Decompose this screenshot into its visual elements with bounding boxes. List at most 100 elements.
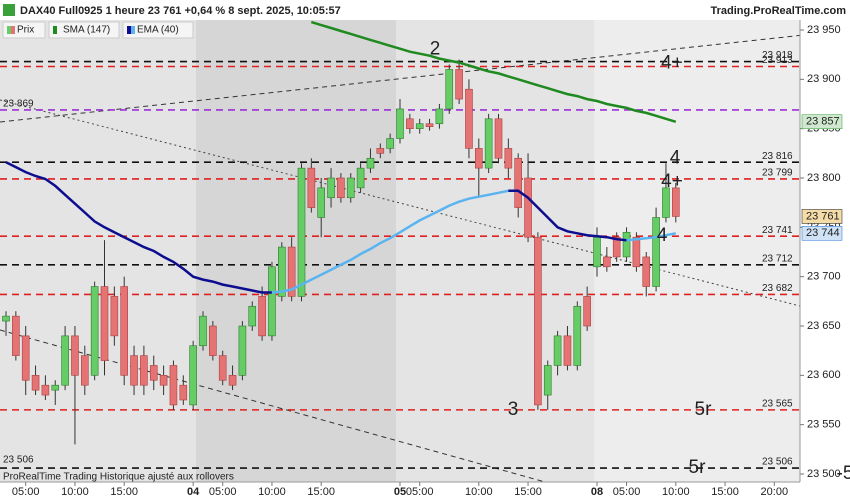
legend-label: EMA (40): [137, 25, 179, 36]
candle-body: [327, 177, 335, 199]
candle-body: [149, 365, 158, 381]
candle-body: [445, 69, 454, 110]
annotation: 4: [670, 147, 681, 168]
level-label: 23 913: [762, 55, 793, 66]
candle-body: [415, 123, 424, 129]
y-tick-label: 23 800: [807, 172, 841, 184]
candle-body: [71, 335, 79, 376]
level-label: 23 799: [762, 168, 793, 179]
x-tick-label: 10:00: [258, 486, 286, 498]
y-tick-label: 23 600: [807, 369, 841, 381]
candle-body: [671, 187, 680, 217]
legend-box: [122, 21, 194, 39]
annotation: 4+: [661, 53, 683, 74]
annotation: 5r: [695, 399, 713, 420]
candle-body: [61, 335, 69, 386]
candle-body: [662, 187, 670, 218]
candle-body: [110, 296, 119, 337]
candle-body: [524, 177, 532, 238]
candle-body: [297, 167, 306, 297]
candle-body: [465, 88, 473, 149]
x-tick-label: 20:00: [761, 486, 789, 498]
x-tick-label: 15:00: [307, 486, 335, 498]
y-tick-label: 23 900: [807, 73, 841, 85]
candle-body: [386, 138, 394, 149]
legend-swatch: [11, 26, 15, 34]
candle-body: [189, 345, 197, 406]
candle-body: [612, 236, 621, 258]
ma-line: [271, 189, 509, 294]
candle-body: [435, 108, 444, 125]
price-tag-label: 23 857: [806, 116, 840, 128]
legend-label: Prix: [17, 25, 34, 36]
y-tick-label: 23 650: [807, 320, 841, 332]
candle-body: [534, 236, 542, 406]
title: DAX40 Full0925 1 heure 23 761 +0,64 % 8 …: [20, 5, 341, 17]
candle-body: [474, 148, 483, 169]
candle-body: [396, 108, 404, 139]
price-tag-label: 23 744: [806, 227, 840, 239]
level-label: 23 918: [762, 50, 793, 61]
price-tag-label: 23 761: [806, 210, 840, 222]
candle-body: [652, 217, 660, 287]
legend-swatch: [127, 26, 131, 34]
x-tick-label: 08: [591, 486, 603, 498]
x-tick-label: 05:00: [12, 486, 40, 498]
legend: Prix SMA (147) EMA (40): [2, 21, 194, 39]
candle-body: [484, 118, 493, 169]
logo: [3, 4, 15, 16]
x-tick-label: 10:00: [465, 486, 493, 498]
candle-body: [455, 69, 463, 100]
candle-body: [307, 167, 316, 208]
candle-body: [504, 148, 513, 169]
annotation: -5: [837, 463, 850, 484]
level-label: 23 869: [3, 99, 34, 110]
candle-body: [494, 118, 503, 159]
ma-line: [5, 161, 272, 294]
candle-body: [425, 123, 434, 127]
candle-body: [100, 286, 109, 361]
y-tick-label: 23 550: [807, 419, 841, 431]
x-tick-label: 10:00: [61, 486, 89, 498]
footer: ProRealTime Trading Historique ajusté au…: [3, 472, 234, 483]
price-tag: [801, 209, 843, 224]
candle-body: [277, 246, 286, 297]
legend-swatch: [7, 26, 11, 34]
candle-body: [218, 355, 227, 381]
trendline: [0, 329, 546, 482]
candle-body: [12, 315, 20, 356]
candle-body: [120, 286, 128, 376]
candle-body: [287, 246, 296, 297]
candle-body: [642, 256, 651, 287]
legend-label: SMA (147): [63, 25, 110, 36]
x-tick-label: 10:00: [662, 486, 690, 498]
candle-body: [179, 384, 188, 401]
annotation: 4+: [661, 171, 683, 192]
candle-body: [258, 296, 266, 337]
candle-body: [199, 315, 207, 347]
day-band: [396, 20, 594, 482]
x-tick-label: 15:00: [514, 486, 542, 498]
x-tick-label: 04: [187, 486, 200, 498]
annotation: 5r: [689, 457, 707, 478]
y-tick-label: 23 950: [807, 24, 841, 36]
ma-line: [508, 189, 627, 242]
source: Trading.ProRealTime.com: [710, 5, 846, 17]
x-tick-label: 15:00: [711, 486, 739, 498]
legend-swatch: [131, 26, 135, 34]
candle-body: [159, 375, 168, 386]
x-tick-label: 05:00: [209, 486, 237, 498]
candle-body: [603, 256, 611, 268]
candle-body: [593, 236, 601, 268]
candle-body: [356, 167, 365, 189]
candle-body: [209, 325, 217, 356]
y-tick-label: 23 700: [807, 271, 841, 283]
candle-body: [41, 384, 50, 396]
candle-body: [366, 157, 375, 169]
level-label: 23 506: [762, 457, 793, 468]
x-axis: [0, 482, 850, 500]
candle-body: [31, 375, 40, 391]
level-label: 23 682: [762, 283, 793, 294]
